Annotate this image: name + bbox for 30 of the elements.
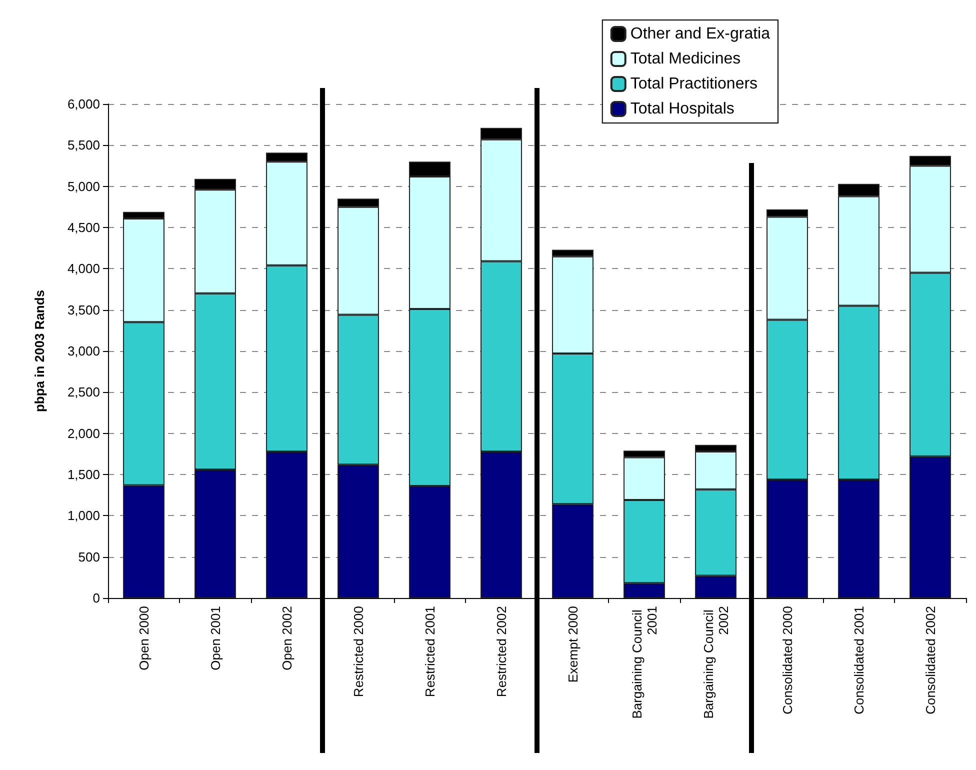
y-tick-label: 0	[92, 590, 100, 606]
x-tick-label: Open 2000	[136, 606, 152, 670]
y-tick-label: 4,000	[67, 261, 100, 276]
x-tick-label: Bargaining Council 2002	[700, 606, 731, 719]
x-tick-label: Consolidated 2000	[780, 606, 795, 714]
y-tick-label: 3,000	[67, 344, 100, 358]
y-tick-label: 1,000	[67, 508, 100, 524]
y-tick-label: 500	[78, 549, 100, 564]
x-tick-label: Consolidated 2001	[851, 606, 866, 714]
y-tick-label: 2,000	[67, 426, 100, 441]
legend-label: Total Practitioners	[630, 76, 758, 92]
y-tick-label: 1,500	[67, 467, 100, 482]
x-tick-label: Consolidated 2002	[922, 606, 938, 714]
x-tick-label: Open 2001	[208, 606, 223, 670]
y-tick-label: 3,500	[67, 302, 100, 318]
x-tick-label: Bargaining Council 2001	[629, 606, 660, 719]
x-tick-label: Open 2002	[279, 606, 294, 670]
x-tick-label: Restricted 2002	[494, 606, 509, 698]
y-tick-label: 2,500	[67, 384, 100, 400]
x-tick-label: Restricted 2000	[350, 606, 366, 698]
y-axis-title: pbpa in 2003 Rands	[32, 290, 47, 412]
x-tick-label: Restricted 2001	[422, 606, 438, 698]
y-tick-label: 5,000	[67, 178, 100, 194]
legend-label: Total Hospitals	[630, 100, 734, 118]
y-tick-label: 5,500	[67, 138, 100, 153]
legend-label: Other and Ex-gratia	[630, 26, 770, 42]
y-tick-label: 6,000	[67, 96, 100, 112]
y-tick-label: 4,500	[67, 220, 100, 235]
x-tick-label: Exempt 2000	[565, 606, 580, 683]
legend-label: Total Medicines	[630, 50, 741, 68]
